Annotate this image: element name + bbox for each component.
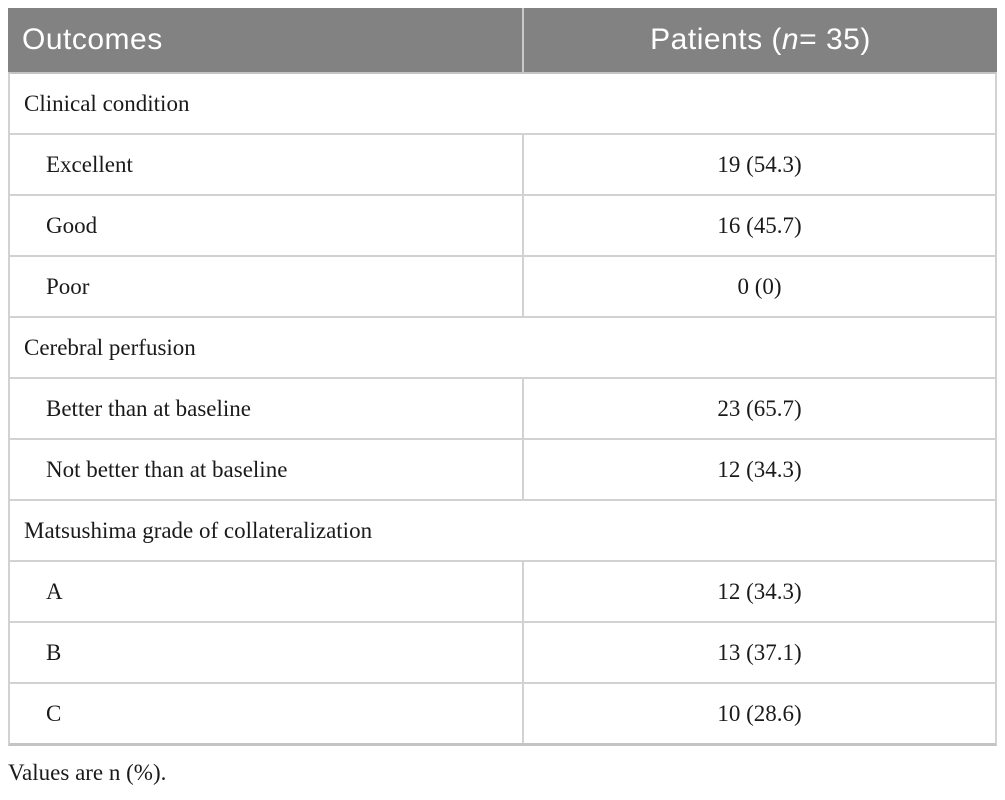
row-label: A: [10, 562, 524, 621]
patients-header-n-variable: n: [781, 23, 800, 56]
row-label: Poor: [10, 257, 524, 316]
row-value: 13 (37.1): [717, 639, 802, 665]
table-row-grade-a: A 12 (34.3): [10, 562, 995, 623]
row-value: 12 (34.3): [717, 456, 802, 482]
table-row-good: Good 16 (45.7): [10, 196, 995, 257]
row-label: C: [10, 684, 524, 743]
row-value: 23 (65.7): [717, 395, 802, 421]
table-row-poor: Poor 0 (0): [10, 257, 995, 318]
section-label: Clinical condition: [24, 90, 190, 116]
row-value: 16 (45.7): [717, 212, 802, 238]
outcomes-table: Outcomes Patients (n = 35) Clinical cond…: [8, 8, 997, 746]
table-row-not-better-than-baseline: Not better than at baseline 12 (34.3): [10, 440, 995, 501]
table-row-grade-c: C 10 (28.6): [10, 684, 995, 743]
column-header-outcomes: Outcomes: [8, 8, 524, 72]
row-label: Better than at baseline: [10, 379, 524, 438]
row-value: 0 (0): [737, 273, 782, 299]
table-row-excellent: Excellent 19 (54.3): [10, 135, 995, 196]
section-row-cerebral-perfusion: Cerebral perfusion: [10, 318, 995, 379]
section-label: Matsushima grade of collateralization: [24, 517, 373, 543]
row-value: 12 (34.3): [717, 578, 802, 604]
section-row-matsushima-grade: Matsushima grade of collateralization: [10, 501, 995, 562]
row-label: B: [10, 623, 524, 682]
row-value: 10 (28.6): [717, 700, 802, 726]
row-label: Not better than at baseline: [10, 440, 524, 499]
patients-header-suffix: = 35): [799, 23, 871, 56]
row-label: Excellent: [10, 135, 524, 194]
section-row-clinical-condition: Clinical condition: [10, 74, 995, 135]
table-row-better-than-baseline: Better than at baseline 23 (65.7): [10, 379, 995, 440]
patients-header-prefix: Patients (: [650, 23, 782, 56]
row-label: Good: [10, 196, 524, 255]
row-value: 19 (54.3): [717, 151, 802, 177]
section-label: Cerebral perfusion: [24, 334, 196, 360]
column-header-patients: Patients (n = 35): [524, 8, 997, 72]
table-body: Clinical condition Excellent 19 (54.3) G…: [8, 72, 997, 746]
table-row-grade-b: B 13 (37.1): [10, 623, 995, 684]
table-footnote: Values are n (%).: [8, 760, 167, 785]
table-header-row: Outcomes Patients (n = 35): [8, 8, 997, 72]
